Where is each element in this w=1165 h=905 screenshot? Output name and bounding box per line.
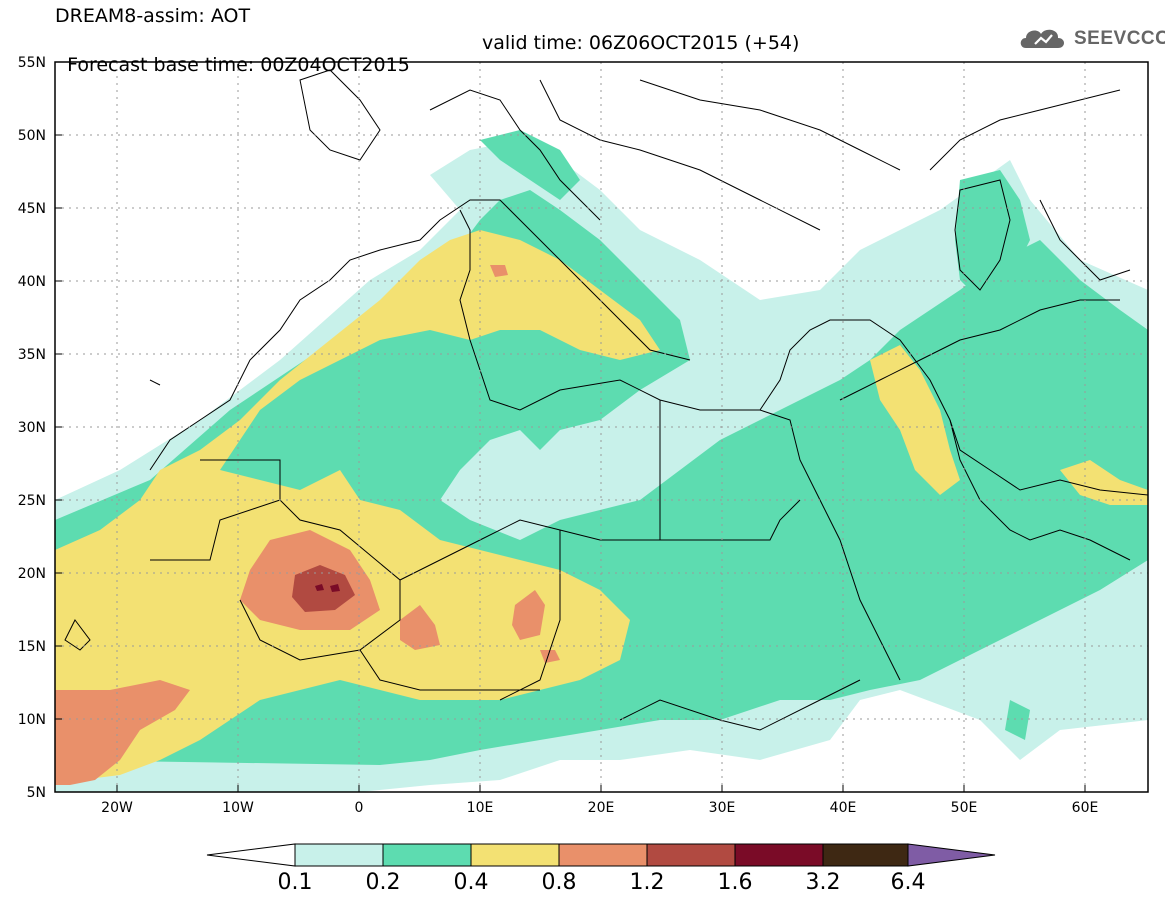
colorbar-segment bbox=[294, 843, 384, 867]
logo-text: SEEVCCC bbox=[1074, 28, 1165, 49]
axis-ticks bbox=[55, 61, 1086, 792]
lat-label: 15N bbox=[18, 639, 46, 655]
map-title: DREAM8-assim: AOT bbox=[55, 5, 251, 27]
lat-label: 55N bbox=[18, 55, 46, 71]
lon-label: 0 bbox=[355, 800, 364, 816]
forecast-base-time: Forecast base time: 00Z04OCT2015 bbox=[67, 54, 410, 76]
lon-label: 20E bbox=[588, 800, 615, 816]
lat-label: 35N bbox=[18, 347, 46, 363]
lat-label: 50N bbox=[18, 128, 46, 144]
lon-labels: 20W 10W 0 10E 20E 30E 40E 50E 60E bbox=[101, 800, 1098, 816]
aot-field bbox=[55, 130, 1148, 792]
graticule bbox=[55, 62, 1148, 792]
colorbar-label: 3.2 bbox=[805, 870, 841, 895]
cloud-logo-icon bbox=[1020, 29, 1064, 48]
colorbar bbox=[206, 843, 996, 867]
lon-label: 20W bbox=[101, 800, 133, 816]
lat-labels: 55N 50N 45N 40N 35N 30N 25N 20N 15N 10N … bbox=[18, 55, 46, 801]
colorbar-label: 1.2 bbox=[629, 870, 665, 895]
colorbar-label: 0.1 bbox=[277, 870, 313, 895]
lon-label: 60E bbox=[1072, 800, 1099, 816]
lat-label: 40N bbox=[18, 274, 46, 290]
lon-label: 30E bbox=[709, 800, 736, 816]
aot-level-0.4 bbox=[55, 230, 1148, 780]
colorbar-segment bbox=[382, 843, 472, 867]
valid-time: valid time: 06Z06OCT2015 (+54) bbox=[482, 32, 800, 54]
colorbar-segment bbox=[822, 843, 909, 867]
lon-label: 10E bbox=[467, 800, 494, 816]
colorbar-under-arrow bbox=[206, 843, 296, 867]
colorbar-label: 6.4 bbox=[890, 870, 926, 895]
colorbar-label: 0.2 bbox=[365, 870, 401, 895]
lat-label: 30N bbox=[18, 420, 46, 436]
lat-label: 10N bbox=[18, 712, 46, 728]
lon-label: 40E bbox=[830, 800, 857, 816]
colorbar-segment bbox=[470, 843, 560, 867]
lat-label: 20N bbox=[18, 566, 46, 582]
colorbar-segment bbox=[558, 843, 648, 867]
colorbar-label: 1.6 bbox=[717, 870, 753, 895]
aot-level-1.6 bbox=[315, 584, 340, 592]
colorbar-segment bbox=[646, 843, 736, 867]
colorbar-label: 0.4 bbox=[453, 870, 489, 895]
colorbar-label: 0.8 bbox=[541, 870, 577, 895]
coastlines-and-borders bbox=[64, 69, 1148, 731]
lon-label: 10W bbox=[222, 800, 254, 816]
colorbar-segment bbox=[734, 843, 824, 867]
lon-label: 50E bbox=[951, 800, 978, 816]
colorbar-over-arrow bbox=[907, 843, 996, 867]
lat-label: 5N bbox=[27, 785, 46, 801]
seevccc-logo: SEEVCCC bbox=[1018, 24, 1165, 54]
base-time-label: Forecast base time: 00Z04OCT2015 valid t… bbox=[55, 32, 799, 98]
lat-label: 45N bbox=[18, 201, 46, 217]
lat-label: 25N bbox=[18, 493, 46, 509]
